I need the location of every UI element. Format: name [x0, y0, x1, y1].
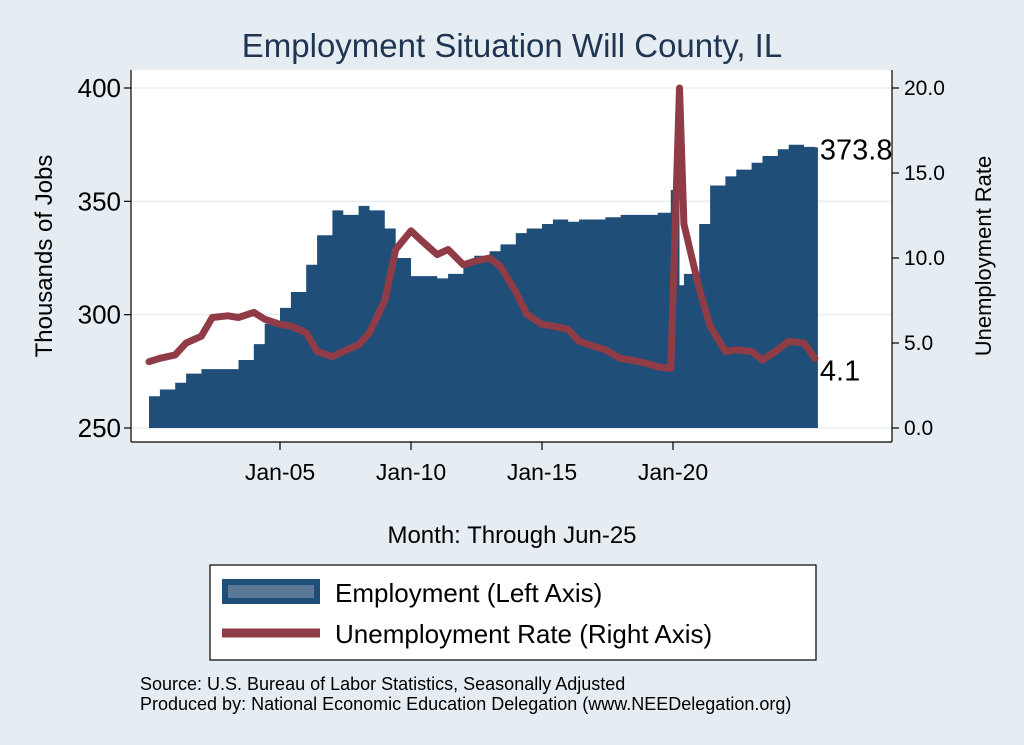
x-tick-label: Jan-05: [245, 459, 315, 485]
left-axis-ticks: 250 300 350 400: [78, 73, 131, 443]
x-axis-label: Month: Through Jun-25: [387, 522, 636, 549]
unemployment-line: [145, 84, 819, 372]
x-tick-label: Jan-15: [507, 459, 577, 485]
y-left-tick-label: 300: [78, 300, 121, 330]
chart-title: Employment Situation Will County, IL: [242, 27, 782, 64]
legend-swatch-employment-inner: [228, 585, 314, 598]
legend: Employment (Left Axis) Unemployment Rate…: [209, 564, 817, 661]
y-left-tick-label: 400: [78, 73, 121, 103]
x-tick-label: Jan-20: [638, 459, 708, 485]
produced-by-note: Produced by: National Economic Education…: [140, 694, 791, 714]
x-axis-ticks: Jan-05 Jan-10 Jan-15 Jan-20: [245, 442, 708, 485]
y-right-tick-label: 5.0: [904, 332, 933, 355]
y-right-tick-label: 0.0: [904, 417, 933, 440]
y-right-tick-label: 20.0: [904, 77, 945, 100]
axes: [130, 70, 893, 443]
y-left-tick-label: 350: [78, 186, 121, 216]
employment-end-label: 373.8: [820, 134, 893, 166]
y-right-tick-label: 15.0: [904, 162, 945, 185]
y-left-axis-label: Thousands of Jobs: [31, 155, 58, 358]
legend-label-employment: Employment (Left Axis): [335, 578, 602, 608]
employment-area: [149, 144, 818, 428]
y-right-axis-label: Unemployment Rate: [971, 156, 996, 357]
unemployment-end-label: 4.1: [820, 355, 860, 387]
y-right-tick-label: 10.0: [904, 247, 945, 270]
source-note: Source: U.S. Bureau of Labor Statistics,…: [140, 674, 625, 694]
x-tick-label: Jan-10: [376, 459, 446, 485]
y-left-tick-label: 250: [78, 413, 121, 443]
right-axis-ticks: 0.0 5.0 10.0 15.0 20.0: [892, 77, 945, 440]
legend-label-unemployment: Unemployment Rate (Right Axis): [335, 619, 712, 649]
